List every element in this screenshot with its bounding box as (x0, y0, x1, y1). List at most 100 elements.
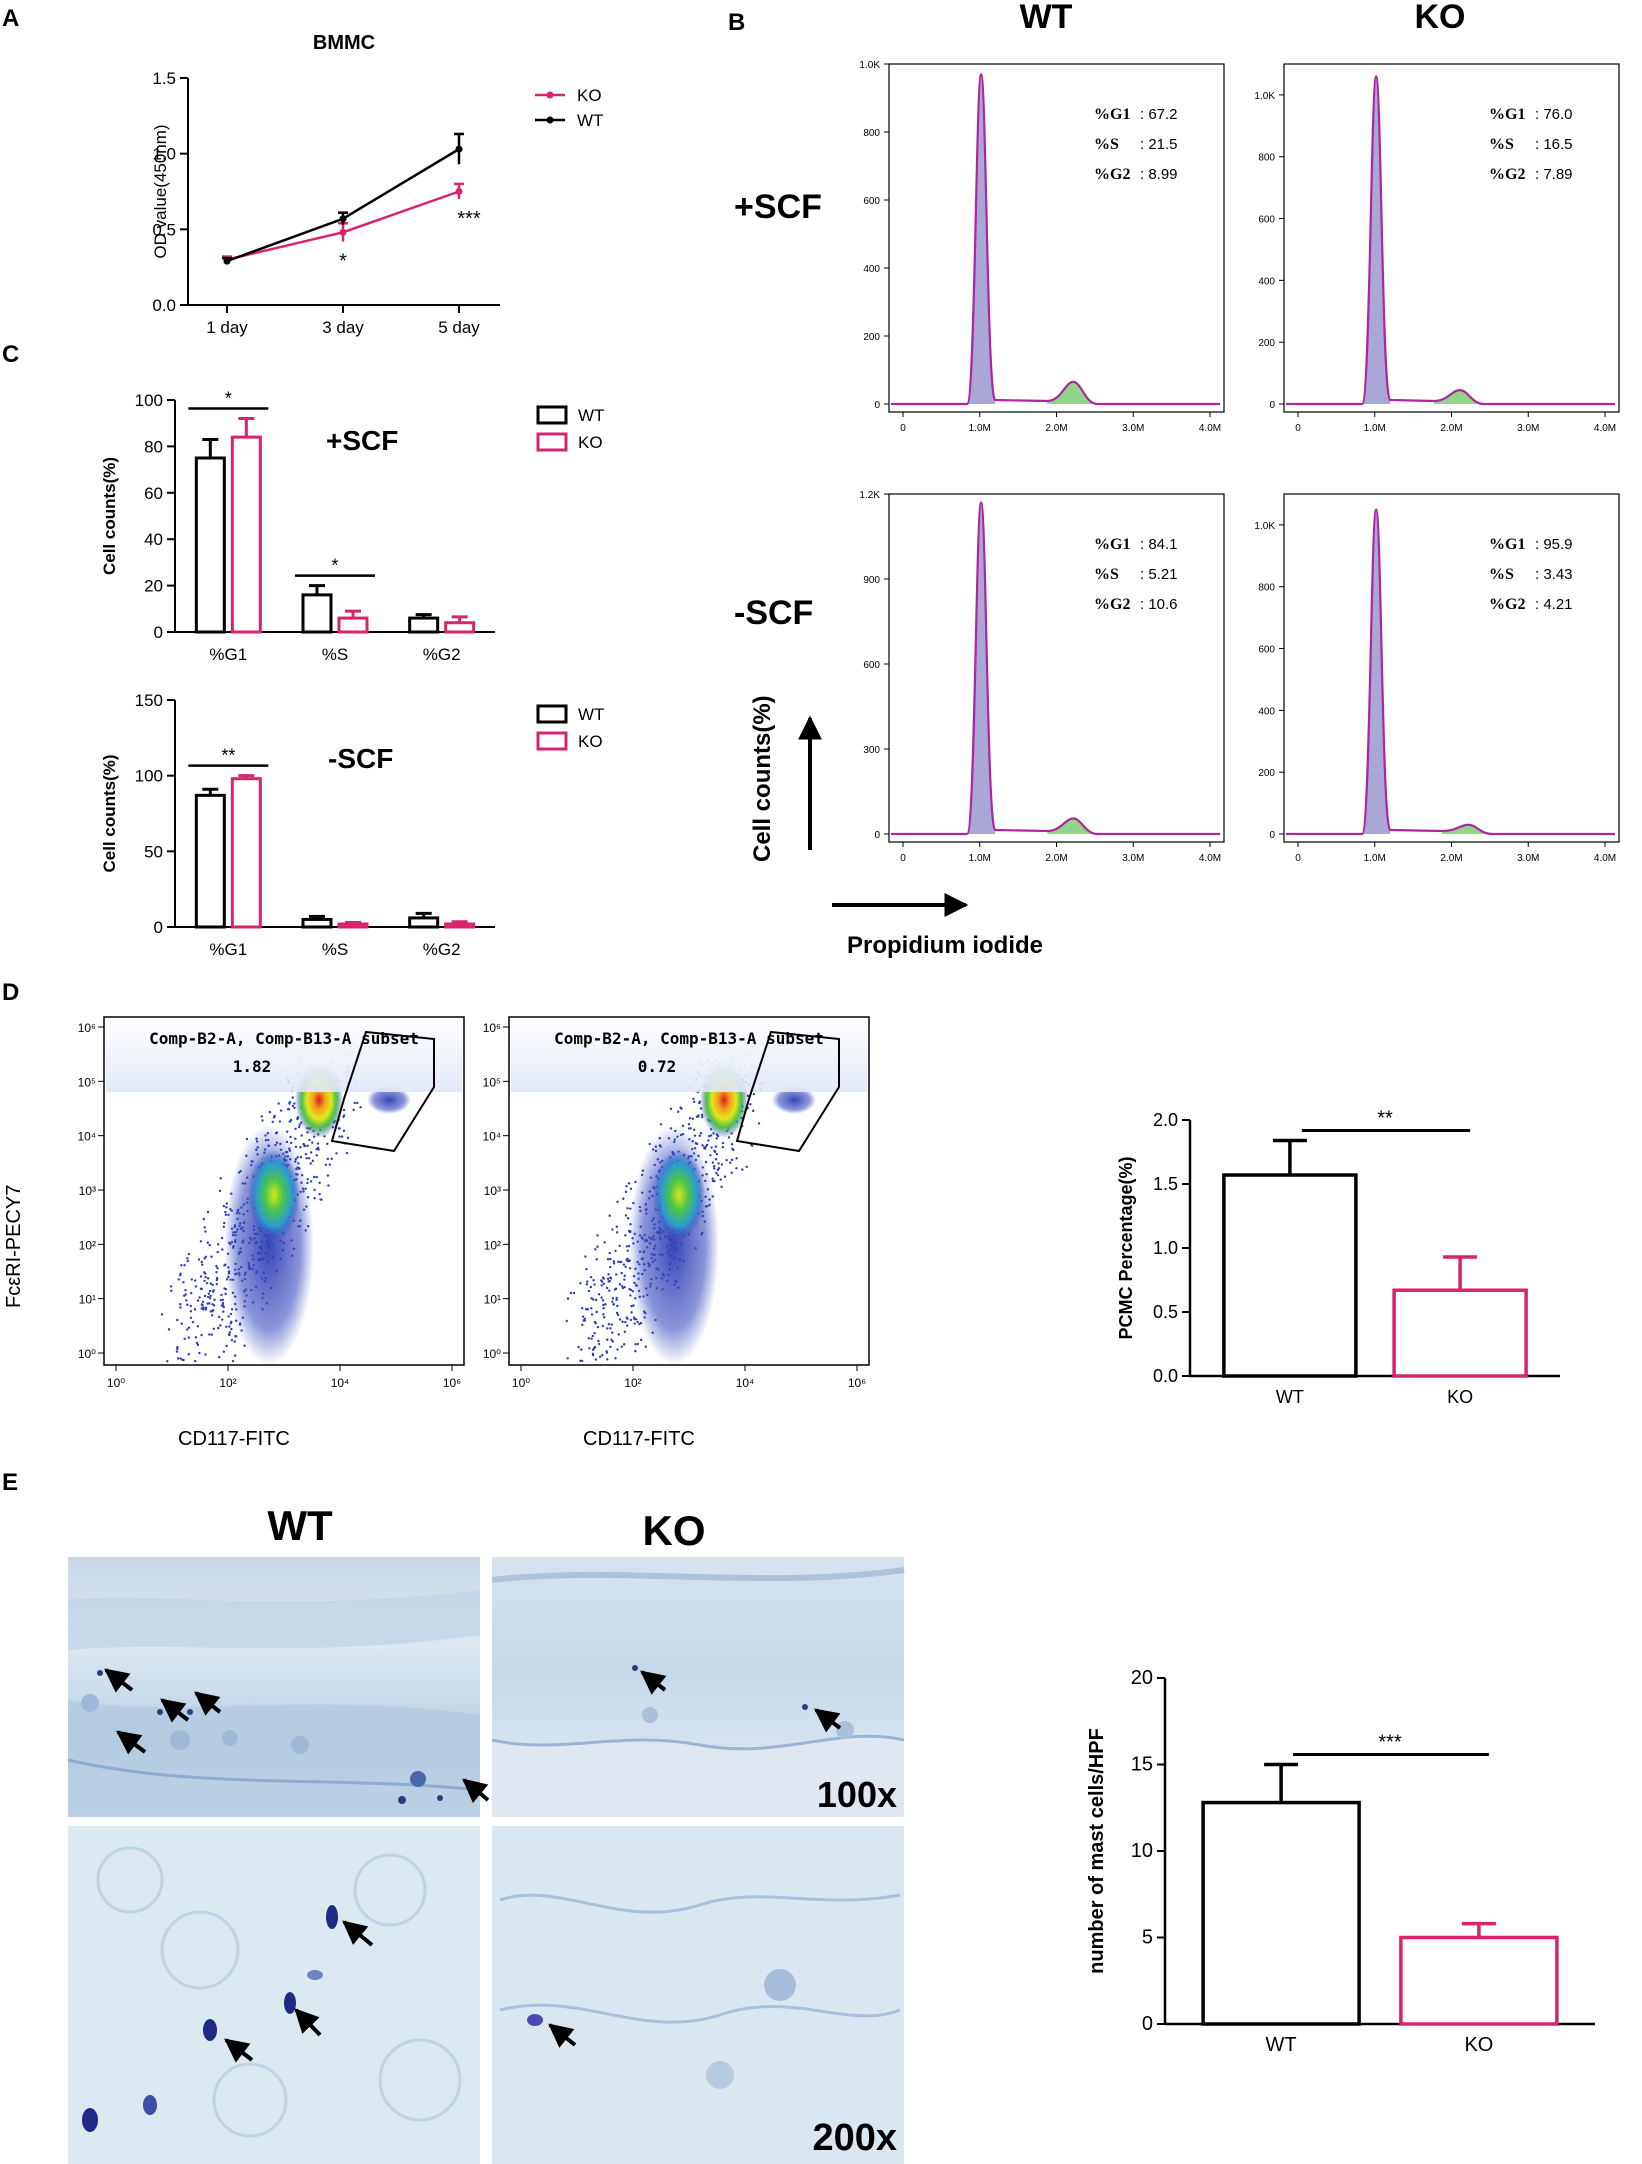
c-ytick-label: 100 (135, 391, 163, 410)
flow-event (311, 1159, 315, 1163)
c-legend-label: KO (578, 433, 603, 452)
flow-event (608, 1289, 611, 1292)
a-point-wt (223, 257, 231, 265)
flow-event (229, 1321, 232, 1325)
hist-stat-name: %G1 (1489, 536, 1525, 553)
flow-event (580, 1348, 583, 1351)
hist-stat-name: %S (1489, 136, 1514, 153)
hist-ytick-label: 0 (1269, 400, 1275, 411)
c-sig-label: * (225, 389, 232, 409)
c-ytick-label: 20 (144, 577, 163, 596)
flow-event (330, 1157, 333, 1161)
flow-event (624, 1265, 627, 1268)
flow-event (632, 1304, 635, 1307)
flow-event (597, 1293, 601, 1296)
flow-event (604, 1303, 607, 1306)
flow-event (306, 1177, 309, 1181)
flow-event (221, 1303, 225, 1307)
flow-event (602, 1303, 605, 1307)
flow-event (592, 1278, 595, 1282)
flow-event (308, 1157, 311, 1160)
c-ytick-label: 150 (135, 691, 163, 710)
flow-event (179, 1303, 182, 1306)
c-legend-label: KO (578, 732, 603, 751)
flow-event (730, 1171, 733, 1174)
flow-event (198, 1351, 201, 1355)
flow-event (206, 1295, 210, 1299)
flow-event (626, 1249, 629, 1252)
flow-event (677, 1110, 680, 1113)
hist-ytick-label: 400 (1258, 706, 1275, 717)
flow-event (177, 1278, 180, 1281)
hist-stat-value: : 95.9 (1535, 536, 1573, 553)
a-ytick-label: 1.5 (152, 69, 176, 88)
a-point-ko (455, 188, 463, 195)
flow-event (211, 1290, 215, 1293)
hist-ytick-label: 800 (863, 128, 880, 139)
flow-event (579, 1282, 582, 1285)
flow-event (639, 1338, 643, 1342)
flow-event (602, 1282, 605, 1285)
c-xtick-label: %S (322, 645, 348, 664)
hist-xtick-label: 4.0M (1594, 423, 1616, 434)
flow-event (228, 1333, 231, 1337)
flow-event (731, 1147, 734, 1151)
hist-frame (888, 493, 1225, 843)
c-ytick-label: 50 (144, 842, 163, 861)
flow-event (609, 1345, 612, 1349)
hist-ytick-label: 300 (863, 745, 880, 756)
hist-stat-value: : 21.5 (1140, 136, 1178, 153)
hist-xtick-label: 4.0M (1594, 853, 1616, 864)
flow-event (566, 1357, 569, 1360)
flow-density-mid (248, 1150, 300, 1240)
flow-event (594, 1298, 598, 1302)
hist-frame (888, 63, 1225, 413)
flow-event (176, 1318, 179, 1322)
flow-event (224, 1292, 227, 1296)
flow-event (291, 1104, 295, 1108)
flow-event (352, 1108, 355, 1112)
flow-event (597, 1339, 600, 1343)
flow-event (289, 1135, 292, 1139)
flow-event (688, 1117, 692, 1120)
flow-event (735, 1157, 738, 1160)
flow-event (273, 1114, 276, 1118)
flow-event (299, 1146, 302, 1149)
flow-event (615, 1231, 619, 1234)
flow-event (342, 1114, 346, 1117)
hist-ytick-label: 200 (863, 332, 880, 343)
flow-ytick-label: 10⁰ (78, 1347, 96, 1361)
flow-event (204, 1306, 208, 1310)
hist-g2-fill (1047, 818, 1098, 834)
flow-event (589, 1275, 593, 1279)
flow-event (225, 1325, 228, 1328)
c-xtick-label: %G2 (423, 940, 461, 959)
flow-event (169, 1285, 173, 1288)
bar-ytick-label: 0.5 (1153, 1302, 1178, 1322)
flow-event (697, 1115, 700, 1118)
flow-event (624, 1320, 627, 1324)
hist-xtick-label: 1.0M (1364, 853, 1386, 864)
c-legend-swatch (536, 405, 568, 425)
flow-event (342, 1129, 346, 1132)
d-xlabel-2: CD117-FITC (583, 1428, 695, 1450)
hist-xtick-label: 1.0M (969, 423, 991, 434)
c-title: -SCF (328, 743, 393, 774)
bar-sig-label: ** (1377, 1107, 1393, 1129)
hist-stat-name: %G2 (1094, 166, 1130, 183)
hist-xtick-label: 4.0M (1199, 423, 1221, 434)
flow-gate-title: Comp-B2-A, Comp-B13-A subset (149, 1029, 419, 1048)
flow-event (201, 1304, 204, 1307)
histology-wt-100x (67, 1557, 490, 1817)
flow-event (581, 1323, 584, 1327)
flow-event (268, 1110, 272, 1114)
flow-event (193, 1359, 197, 1363)
flow-event (610, 1323, 613, 1326)
flow-event (577, 1345, 580, 1349)
flow-event (199, 1275, 203, 1278)
flow-event (617, 1260, 620, 1263)
hist-ytick-label: 800 (1258, 583, 1275, 594)
c-ytick-label: 0 (154, 918, 163, 937)
flow-event (211, 1283, 214, 1287)
flow-event (228, 1325, 231, 1328)
